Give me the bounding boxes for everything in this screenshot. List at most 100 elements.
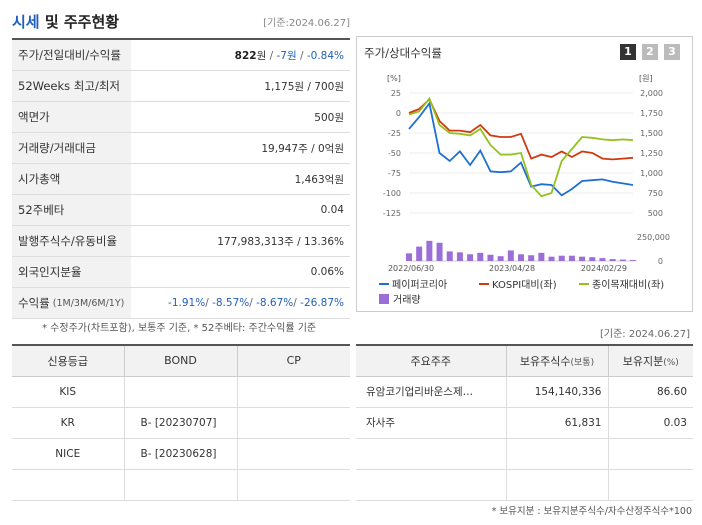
left-tick-label: -100	[383, 189, 401, 198]
volume-bar	[416, 246, 423, 261]
holder-pct	[608, 469, 693, 501]
right-tick-label: 1,000	[640, 169, 663, 178]
bond-rating: B- [20230628]	[124, 438, 238, 470]
right-tick-label: 750	[648, 189, 663, 198]
left-tick-label: -25	[388, 129, 401, 138]
footnote-left: * 수정주가(차트포함), 보통주 기준, * 52주베타: 주간수익률 기준	[42, 323, 317, 334]
returns-value: -1.91%/ -8.57%/ -8.67%/ -26.87%	[168, 297, 344, 309]
col-header-cp: CP	[237, 345, 350, 377]
legend-label: KOSPI대비(좌)	[492, 279, 557, 291]
agency: KR	[12, 407, 125, 439]
bond-rating	[124, 376, 238, 408]
bond-rating: B- [20230707]	[124, 407, 238, 439]
chart-button-3[interactable]: 3	[664, 44, 680, 60]
volume-bar	[507, 250, 514, 261]
col-header-rating: 신용등급	[12, 345, 125, 377]
row-shares: 발행주식수/유동비율 177,983,313주 / 13.36%	[12, 226, 350, 257]
holder-name[interactable]: 유암코기업리바운스제…	[356, 376, 507, 408]
current-price: 822	[234, 49, 257, 62]
holder-name[interactable]: 자사주	[356, 407, 507, 439]
volume-bar	[579, 256, 586, 261]
volume-bar	[406, 253, 412, 261]
holder-name	[356, 469, 507, 501]
row-beta: 52주베타 0.04	[12, 195, 350, 226]
returns-periods: (1M/3M/6M/1Y)	[52, 297, 125, 309]
col-header-bond: BOND	[124, 345, 238, 377]
volume-bar	[619, 259, 626, 261]
volume-bar	[558, 255, 565, 261]
row-label: 발행주식수/유동비율	[12, 226, 131, 256]
left-tick-label: -50	[388, 149, 401, 158]
section-title: 시세 및 주주현황	[12, 10, 119, 34]
left-tick-label: -125	[383, 209, 401, 218]
row-label: 외국인지분율	[12, 257, 131, 287]
agency: KIS	[12, 376, 125, 408]
row-label: 수익률 (1M/3M/6M/1Y)	[12, 288, 131, 318]
row-label: 시가총액	[12, 164, 131, 194]
price-change-rate: -0.84%	[306, 49, 344, 62]
volume-bar	[467, 254, 474, 261]
table-row	[356, 469, 693, 501]
series-line-2	[408, 97, 634, 161]
table-row: KIS	[12, 376, 350, 408]
chart-period-buttons: 1 2 3	[620, 44, 680, 60]
series-line-1	[408, 101, 634, 197]
table-row: KR B- [20230707]	[12, 407, 350, 439]
base-date: [기준:2024.06.27]	[263, 18, 350, 29]
right-tick-label: 1,250	[640, 149, 663, 158]
volume-bar	[609, 259, 616, 261]
left-tick-label: 0	[396, 109, 401, 118]
chart-title: 주가/상대수익률	[364, 46, 442, 60]
col-header-shares: 보유주식수(보통)	[506, 345, 609, 377]
series-line-3	[408, 96, 634, 198]
x-tick-label: 2023/04/28	[489, 264, 535, 273]
volume-bar	[589, 257, 596, 261]
chart-button-2[interactable]: 2	[642, 44, 658, 60]
price-table: 주가/전일대비/수익률 822원 / -7원 / -0.84% 52Weeks …	[12, 38, 350, 319]
volume-bar	[487, 254, 494, 261]
x-tick-label: 2024/02/29	[581, 264, 627, 273]
left-tick-label: 25	[391, 89, 401, 98]
chart-button-1[interactable]: 1	[620, 44, 636, 60]
legend-label: 거래량	[393, 294, 421, 306]
table-row	[12, 469, 350, 501]
volume-bar	[599, 258, 606, 261]
holder-name	[356, 438, 507, 470]
price-change: -7원	[276, 49, 297, 62]
table-row: 자사주 61,831 0.03	[356, 407, 693, 439]
title-part1: 시세	[12, 13, 40, 31]
agency	[12, 469, 125, 501]
row-value: 177,983,313주 / 13.36%	[217, 235, 344, 248]
cp-rating	[237, 376, 350, 408]
right-axis-unit: [원]	[639, 74, 653, 83]
right-tick-label: 1,750	[640, 109, 663, 118]
return-6m: -8.67%	[256, 297, 294, 309]
footnote-right: * 보유지분 : 보유지분주식수/자수산정주식수*100	[491, 506, 692, 517]
col-header-pct: 보유지분(%)	[608, 345, 693, 377]
return-3m: -8.57%	[212, 297, 250, 309]
row-value: 1,463억원	[294, 173, 344, 186]
x-tick-label: 2022/06/30	[388, 264, 434, 273]
row-foreign: 외국인지분율 0.06%	[12, 257, 350, 288]
legend-label: 종이목재대비(좌)	[592, 279, 664, 291]
volume-bar	[436, 242, 443, 261]
left-axis-unit: [%]	[387, 74, 401, 83]
row-marketcap: 시가총액 1,463억원	[12, 164, 350, 195]
volume-bar	[568, 255, 575, 261]
row-label: 액면가	[12, 102, 131, 132]
price-unit: 원	[256, 49, 267, 62]
volume-bar	[456, 252, 463, 261]
holder-pct: 0.03	[608, 407, 693, 439]
cp-rating	[237, 407, 350, 439]
table-row: NICE B- [20230628]	[12, 438, 350, 470]
volume-bar	[446, 251, 453, 261]
credit-rating-table: 신용등급 BOND CP KIS KR B- [20230707] NICE B- …	[12, 344, 350, 501]
row-value: 0.06%	[310, 266, 344, 278]
return-1m: -1.91%	[168, 297, 206, 309]
row-par: 액면가 500원	[12, 102, 350, 133]
volume-bar	[630, 260, 636, 261]
right-tick-label: 1,500	[640, 129, 663, 138]
holder-shares: 61,831	[506, 407, 609, 439]
row-price: 주가/전일대비/수익률 822원 / -7원 / -0.84%	[12, 40, 350, 71]
volume-tick-label: 250,000	[637, 233, 670, 242]
